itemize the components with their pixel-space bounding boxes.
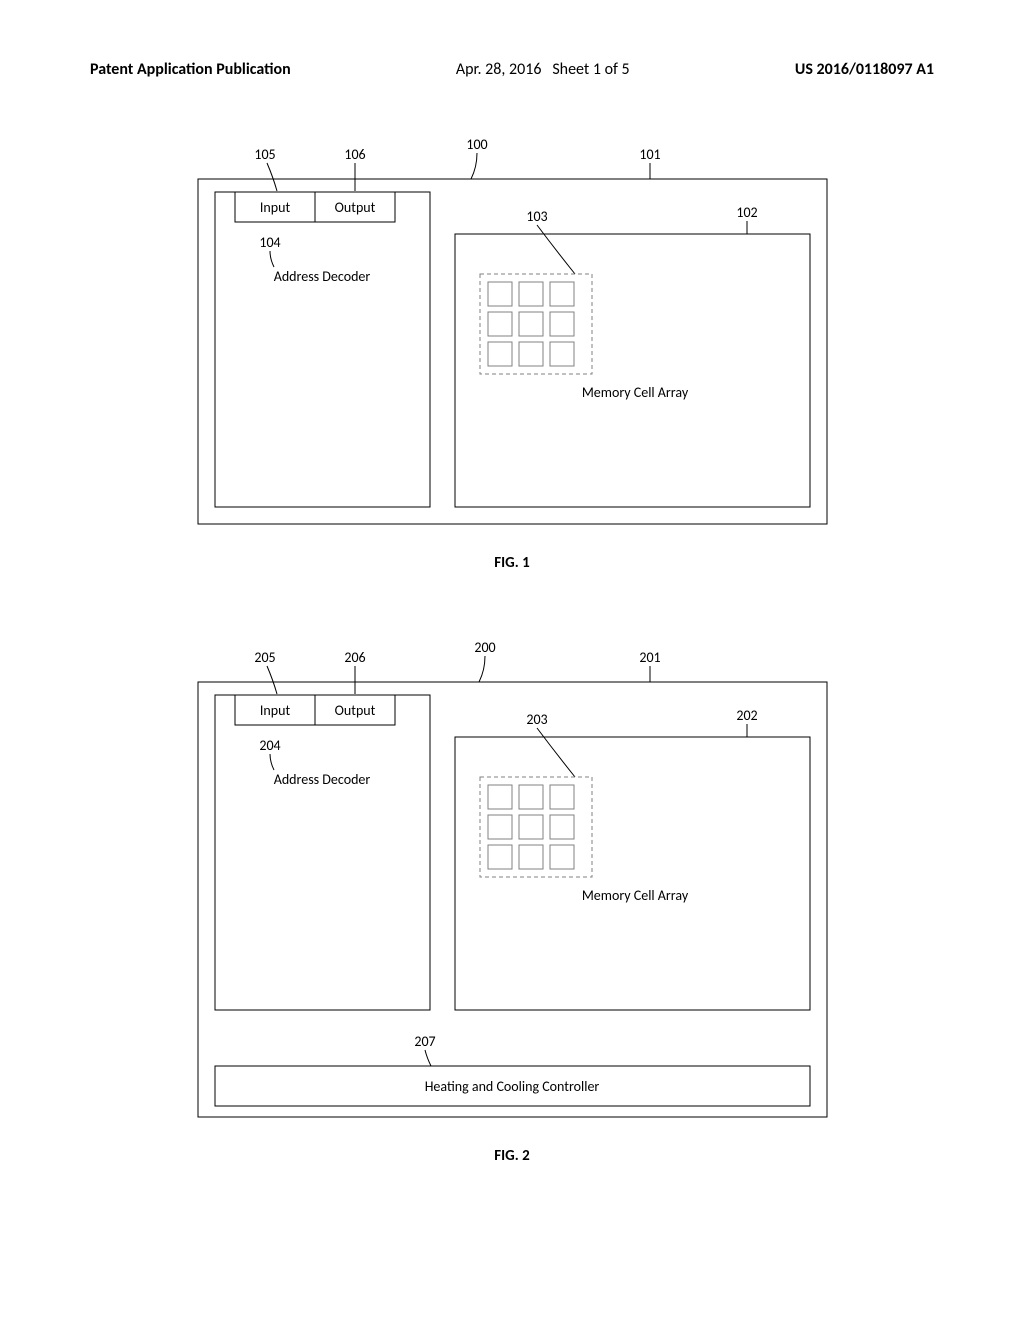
ref-202: 202: [736, 707, 757, 724]
ref-105: 105: [254, 146, 275, 163]
ref-200: 200: [474, 639, 495, 656]
output-label-2: Output: [334, 702, 375, 719]
ref-201: 201: [639, 649, 660, 666]
left-block-1: [215, 192, 430, 507]
output-label-1: Output: [334, 199, 375, 216]
decoder-label-2: Address Decoder: [273, 771, 370, 788]
ref-204: 204: [259, 737, 280, 754]
ref-102: 102: [736, 204, 757, 221]
ref-205: 205: [254, 649, 275, 666]
ref-101: 101: [639, 146, 660, 163]
page: Patent Application Publication Apr. 28, …: [0, 0, 1024, 1265]
publication-label: Patent Application Publication: [90, 60, 291, 79]
memory-label-1: Memory Cell Array: [581, 384, 688, 401]
right-block-2: [455, 737, 810, 1010]
ref-104: 104: [259, 234, 280, 251]
memory-label-2: Memory Cell Array: [581, 887, 688, 904]
figure-2-caption: FIG. 2: [90, 1147, 934, 1165]
ref-203: 203: [526, 711, 547, 728]
decoder-label-1: Address Decoder: [273, 268, 370, 285]
leader-100: [471, 153, 477, 179]
left-block-2: [215, 695, 430, 1010]
figure-2-svg: 200 Input Output 205 206 204 Address Dec…: [195, 632, 830, 1122]
ref-206: 206: [344, 649, 365, 666]
header-date-sheet: Apr. 28, 2016 Sheet 1 of 5: [341, 60, 745, 79]
figure-1-area: 100 Input Output 105 106 104 Address Dec…: [195, 129, 830, 529]
document-number: US 2016/0118097 A1: [795, 60, 934, 79]
cells-1: [488, 282, 574, 366]
leader-200: [479, 656, 485, 682]
ref-207: 207: [414, 1033, 435, 1050]
cells-2: [488, 785, 574, 869]
input-label-1: Input: [259, 199, 290, 216]
input-label-2: Input: [259, 702, 290, 719]
document-header: Patent Application Publication Apr. 28, …: [90, 60, 934, 79]
figure-1-caption: FIG. 1: [90, 554, 934, 572]
header-date: Apr. 28, 2016: [456, 60, 542, 79]
ref-106: 106: [344, 146, 365, 163]
figure-2-area: 200 Input Output 205 206 204 Address Dec…: [195, 632, 830, 1122]
ref-103: 103: [526, 208, 547, 225]
figure-1-svg: 100 Input Output 105 106 104 Address Dec…: [195, 129, 830, 529]
header-sheet: Sheet 1 of 5: [552, 60, 629, 79]
right-block-1: [455, 234, 810, 507]
ref-100: 100: [466, 136, 487, 153]
controller-label: Heating and Cooling Controller: [424, 1078, 599, 1095]
